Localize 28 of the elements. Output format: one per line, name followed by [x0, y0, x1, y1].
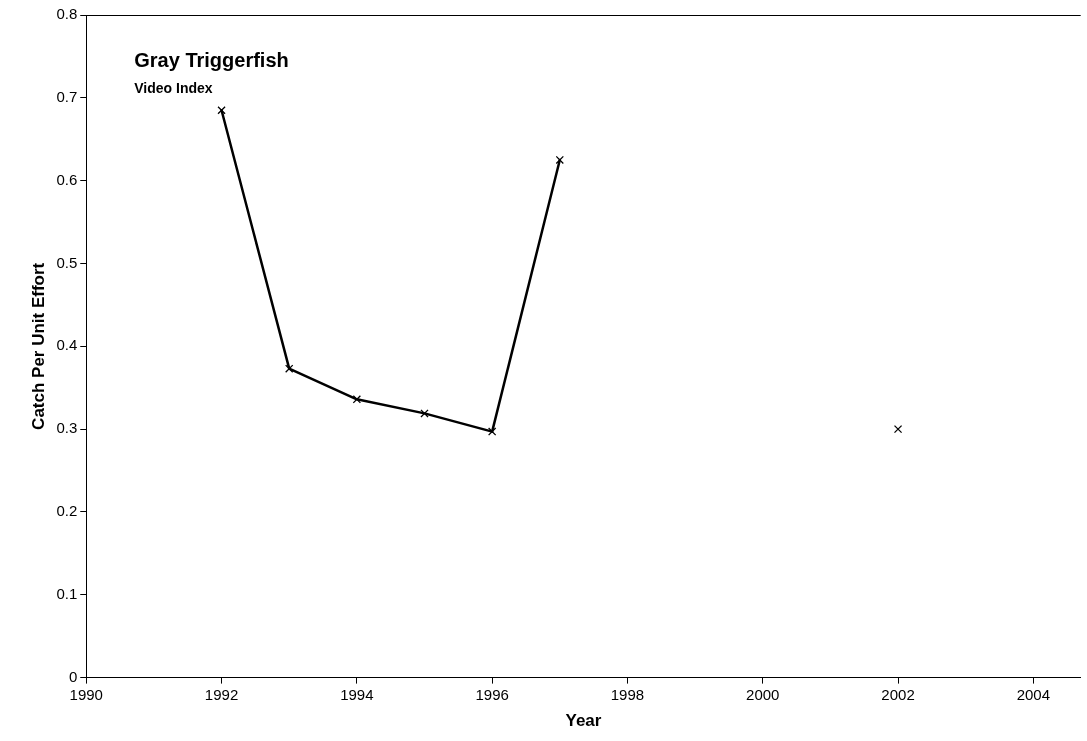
- point: [487, 427, 497, 436]
- x-tick-label: 1996: [475, 685, 509, 703]
- y-tick-label: 0.2: [56, 502, 78, 520]
- x-tick-label: 2004: [1016, 685, 1051, 703]
- y-tick-label: 0.4: [56, 336, 78, 354]
- x-tick-label: 1992: [204, 685, 239, 703]
- x-tick-label: 1994: [340, 685, 374, 703]
- point: [420, 409, 429, 418]
- point: [555, 155, 564, 165]
- y-tick-label: 0.8: [56, 5, 78, 23]
- y-tick-label: 0.1: [56, 584, 78, 602]
- x-tick-label: 2002: [881, 685, 915, 703]
- point: [217, 106, 226, 115]
- y-tick-label: 0: [68, 667, 78, 685]
- point: [893, 424, 903, 434]
- x-axis-title: Year: [565, 711, 602, 731]
- y-axis-title: Catch Per Unit Effort: [28, 262, 48, 430]
- y-tick-label: 0.3: [56, 419, 78, 437]
- x-tick-label: 1990: [69, 685, 103, 703]
- point: [352, 395, 362, 404]
- x-tick-label: 1998: [610, 685, 645, 703]
- y-tick-label: 0.7: [56, 87, 78, 105]
- text: Gray Triggerfish: [134, 49, 289, 71]
- text: Video Index: [134, 80, 213, 96]
- x-tick-label: 2000: [746, 685, 780, 703]
- point: [285, 364, 294, 373]
- y-tick-label: 0.5: [56, 253, 78, 271]
- y-tick-label: 0.6: [56, 170, 78, 188]
